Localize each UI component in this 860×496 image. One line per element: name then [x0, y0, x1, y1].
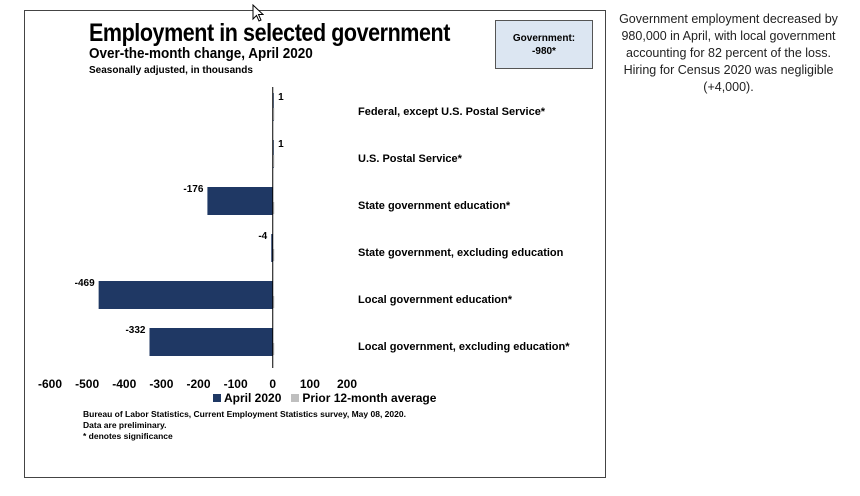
source-line: Bureau of Labor Statistics, Current Empl… [83, 409, 406, 419]
legend-item-prior-average: Prior 12-month average [291, 391, 436, 405]
bar-april-2020 [207, 187, 273, 215]
data-label: -176 [183, 184, 203, 195]
chart-note: Seasonally adjusted, in thousands [89, 65, 253, 76]
category-label: Local government, excluding education* [358, 341, 570, 353]
legend-item-april: April 2020 [213, 391, 281, 405]
mouse-cursor-icon [252, 4, 264, 22]
data-label: -469 [75, 278, 95, 289]
data-label: 1 [278, 92, 284, 103]
x-tick-label: -600 [38, 377, 62, 391]
legend-label-april: April 2020 [224, 391, 282, 405]
data-label: 1 [278, 139, 284, 150]
chart-legend: April 2020 Prior 12-month average [213, 391, 436, 405]
bar-prior-average [272, 296, 275, 308]
category-label: State government education* [358, 200, 511, 212]
x-tick-label: -300 [149, 377, 173, 391]
legend-swatch-prior-average [291, 394, 300, 402]
government-total-box: Government: -980* [495, 20, 593, 69]
bar-april-2020 [149, 328, 273, 356]
bar-prior-average [272, 202, 275, 214]
bar-prior-average [272, 155, 275, 167]
category-label: State government, excluding education [358, 247, 564, 259]
data-label: -4 [258, 231, 267, 242]
category-label: Local government education* [358, 294, 513, 306]
bar-prior-average [272, 249, 275, 261]
x-tick-label: 100 [300, 377, 320, 391]
legend-swatch-april [213, 394, 221, 402]
x-tick-label: -200 [186, 377, 210, 391]
bar-prior-average [272, 108, 275, 120]
category-label: U.S. Postal Service* [358, 153, 463, 165]
x-tick-label: -400 [112, 377, 136, 391]
bar-chart: 1 Federal, except U.S. Postal Service* 1 U.… [38, 87, 570, 391]
government-total-label: Government: [512, 32, 576, 44]
government-total-value: -980* [532, 45, 556, 57]
chart-source: Bureau of Labor Statistics, Current Empl… [83, 409, 406, 442]
bar-april-2020 [98, 281, 273, 309]
chart-slide: Employment in selected government Over-t… [24, 10, 606, 478]
data-note-line: Data are preliminary. [83, 420, 167, 430]
x-tick-label: -100 [224, 377, 248, 391]
x-tick-label: -500 [75, 377, 99, 391]
x-tick-label: 200 [337, 377, 357, 391]
summary-text: Government employment decreased by 980,0… [619, 12, 838, 94]
bar-april-2020 [271, 234, 273, 262]
significance-note-line: * denotes significance [83, 431, 173, 441]
chart-title: Employment in selected government [89, 19, 450, 47]
bar-prior-average [272, 343, 275, 355]
data-label: -332 [125, 325, 145, 336]
x-tick-label: 0 [269, 377, 276, 391]
chart-subtitle: Over-the-month change, April 2020 [89, 45, 313, 62]
category-label: Federal, except U.S. Postal Service* [358, 106, 546, 118]
legend-label-prior-average: Prior 12-month average [302, 391, 437, 405]
